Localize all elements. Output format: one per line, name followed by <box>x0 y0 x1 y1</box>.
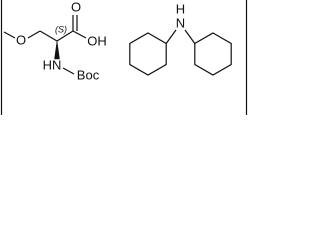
page: O (S) O OH HN Boc H N (() => { const dat… <box>0 0 320 115</box>
wedge-bond <box>54 40 60 60</box>
bond <box>56 30 74 42</box>
atom-label: OH <box>87 33 107 48</box>
bond <box>39 30 58 42</box>
structure-diagram: O (S) O OH HN Boc H N <box>0 0 248 115</box>
bond <box>3 31 16 39</box>
cyclohexane-ring <box>194 32 232 76</box>
stereo-label: (S) <box>55 24 67 34</box>
bond <box>165 29 177 44</box>
atom-label: N <box>176 15 185 30</box>
group-label: Boc <box>77 67 100 82</box>
bond <box>62 67 75 75</box>
cyclohexane-ring <box>129 32 167 76</box>
bond <box>27 30 41 39</box>
atom-label: O <box>71 0 81 14</box>
atom-label: H <box>176 1 185 16</box>
bond <box>72 30 87 39</box>
atom-label: HN <box>43 57 62 72</box>
atom-label: O <box>16 32 26 47</box>
bond <box>184 29 196 44</box>
